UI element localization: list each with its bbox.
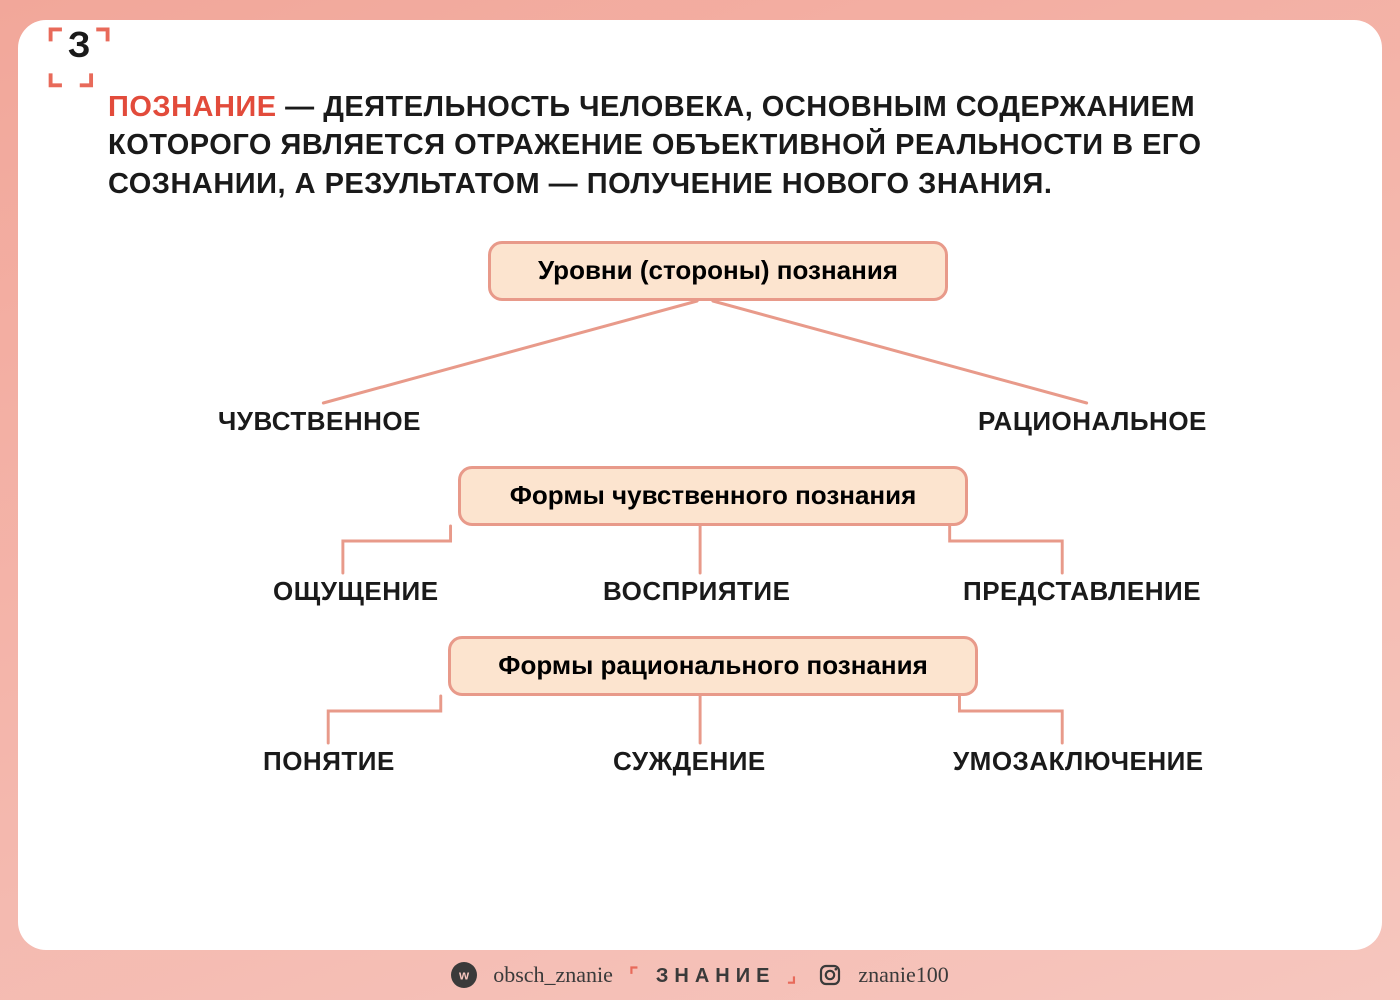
leaf-representation: ПРЕДСТАВЛЕНИЕ	[963, 576, 1201, 607]
forms-sensory-label: Формы чувственного познания	[510, 480, 917, 511]
bracket-icon: ⌟	[78, 51, 98, 93]
forms-rational-label: Формы рационального познания	[498, 650, 928, 681]
page-background: ⌜З⌝ ⌞З⌟ ПОЗНАНИЕ — ДЕЯТЕЛЬНОСТЬ ЧЕЛОВЕКА…	[0, 0, 1400, 1000]
leaf-rational: РАЦИОНАЛЬНОЕ	[978, 406, 1207, 437]
leaf-perception: ВОСПРИЯТИЕ	[603, 576, 790, 607]
svg-text:w: w	[458, 967, 470, 982]
vk-icon: w	[451, 962, 477, 988]
instagram-handle: znanie100	[858, 962, 948, 988]
footer-bar: w obsch_znanie ⌜ ЗНАНИЕ ⌟ znanie100	[0, 950, 1400, 1000]
instagram-icon	[818, 963, 842, 987]
leaf-sensation: ОЩУЩЕНИЕ	[273, 576, 439, 607]
root-box-label: Уровни (стороны) познания	[538, 255, 898, 286]
vk-handle: obsch_znanie	[493, 962, 613, 988]
root-box: Уровни (стороны) познания	[488, 241, 948, 301]
hierarchy-diagram: Уровни (стороны) познания Формы чувствен…	[108, 241, 1302, 881]
connector-lines	[108, 241, 1302, 881]
leaf-judgment: СУЖДЕНИЕ	[613, 746, 766, 777]
definition-text: ПОЗНАНИЕ — ДЕЯТЕЛЬНОСТЬ ЧЕЛОВЕКА, ОСНОВН…	[108, 88, 1302, 203]
content-card: ⌜З⌝ ⌞З⌟ ПОЗНАНИЕ — ДЕЯТЕЛЬНОСТЬ ЧЕЛОВЕКА…	[18, 20, 1382, 950]
bracket-icon: ⌞	[46, 51, 66, 93]
footer-brand: ⌜ ЗНАНИЕ ⌟	[629, 963, 802, 988]
leaf-inference: УМОЗАКЛЮЧЕНИЕ	[953, 746, 1204, 777]
definition-term: ПОЗНАНИЕ	[108, 91, 277, 123]
forms-rational-box: Формы рационального познания	[448, 636, 978, 696]
brand-logo: ⌜З⌝ ⌞З⌟	[46, 22, 114, 112]
footer-brand-text: ЗНАНИЕ	[656, 965, 776, 987]
forms-sensory-box: Формы чувственного познания	[458, 466, 968, 526]
leaf-sensory: ЧУВСТВЕННОЕ	[218, 406, 421, 437]
bracket-icon: ⌟	[787, 965, 802, 987]
bracket-icon: ⌜	[629, 965, 644, 987]
leaf-concept: ПОНЯТИЕ	[263, 746, 395, 777]
